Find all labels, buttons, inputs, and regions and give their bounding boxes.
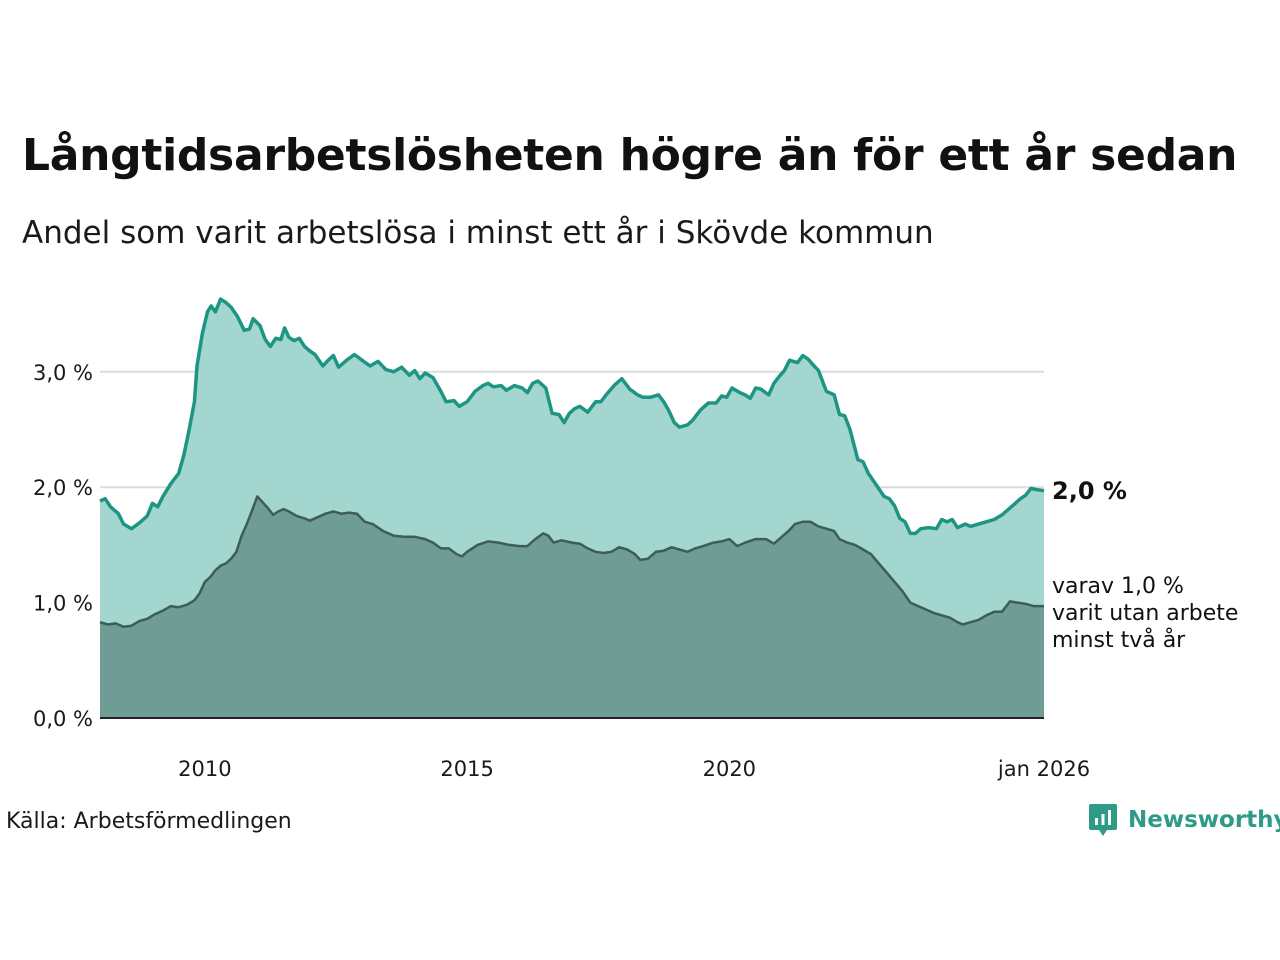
y-tick-label-2: 2,0 % — [33, 476, 93, 500]
chart-title: Långtidsarbetslösheten högre än för ett … — [22, 130, 1238, 181]
x-tick-label-1: 2015 — [440, 757, 493, 781]
newsworthy-logo[interactable]: Newsworthy — [1088, 803, 1280, 837]
sub-annotation-line-1: varav 1,0 % — [1052, 574, 1184, 599]
y-tick-label-3: 3,0 % — [33, 361, 93, 385]
source-note: Källa: Arbetsförmedlingen — [6, 809, 292, 834]
y-tick-label-1: 1,0 % — [33, 592, 93, 616]
y-tick-label-0: 0,0 % — [33, 707, 93, 731]
x-tick-label-2: 2020 — [703, 757, 756, 781]
sub-annotation-line-3: minst två år — [1052, 628, 1186, 653]
x-tick-label-0: 2010 — [178, 757, 231, 781]
newsworthy-logo-icon — [1089, 804, 1117, 836]
series-area-minst-tva-ar — [100, 496, 1044, 718]
sub-annotation-line-2: varit utan arbete — [1052, 601, 1239, 626]
sub-series-annotation: varav 1,0 % varit utan arbete minst två … — [1052, 573, 1238, 654]
series-line-min-ett-ar — [99, 297, 1045, 536]
newsworthy-logo-text: Newsworthy — [1128, 807, 1280, 833]
chart-subtitle: Andel som varit arbetslösa i minst ett å… — [22, 215, 934, 251]
series-line-minst-tva-ar — [99, 495, 1044, 629]
x-tick-label-3: jan 2026 — [997, 757, 1090, 781]
last-value-label: 2,0 % — [1052, 477, 1127, 505]
